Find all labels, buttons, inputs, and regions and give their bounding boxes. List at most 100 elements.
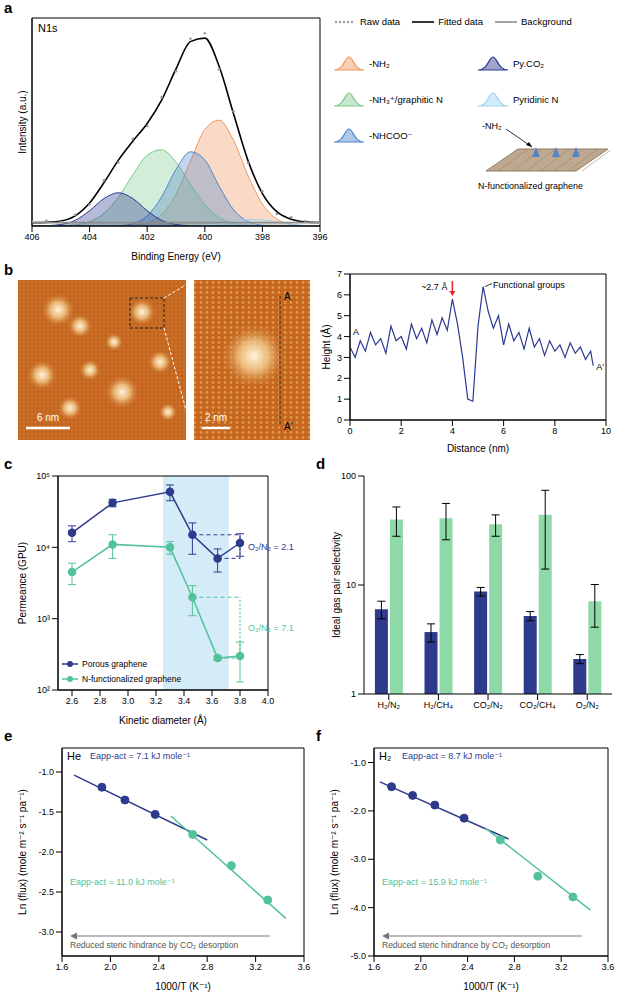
html-text:N-functionalized graphene: N-functionalized graphene (82, 673, 182, 684)
svg-text:3.8: 3.8 (234, 696, 247, 706)
html-text:Porous graphene: Porous graphene (82, 658, 148, 669)
svg-text:-4.0: -4.0 (350, 903, 366, 913)
svg-text:4.0: 4.0 (262, 696, 275, 706)
svg-text:2: 2 (337, 373, 342, 383)
svg-text:-3.0: -3.0 (350, 854, 366, 864)
svg-text:3.6: 3.6 (298, 962, 311, 972)
svg-text:H₂/CH₄: H₂/CH₄ (424, 700, 453, 710)
svg-text:2.0: 2.0 (104, 962, 117, 972)
html-text:N1s: N1s (38, 22, 58, 34)
svg-text:Intensity (a.u.): Intensity (a.u.) (17, 90, 28, 153)
svg-text:4: 4 (450, 426, 455, 436)
svg-text:-1.5: -1.5 (38, 807, 54, 817)
html-text:H₂: H₂ (379, 750, 392, 762)
svg-text:2.0: 2.0 (415, 962, 428, 972)
svg-text:400: 400 (197, 232, 212, 242)
svg-text:Functional groups: Functional groups (493, 280, 565, 290)
svg-text:3.4: 3.4 (178, 696, 191, 706)
svg-text:3.6: 3.6 (602, 962, 615, 972)
svg-text:404: 404 (82, 232, 97, 242)
html-text:He: He (67, 750, 82, 762)
svg-text:1000/T (K⁻¹): 1000/T (K⁻¹) (463, 981, 519, 992)
svg-text:2.4: 2.4 (461, 962, 474, 972)
svg-text:10⁵: 10⁵ (36, 471, 50, 481)
svg-text:-NH₂: -NH₂ (482, 121, 502, 131)
html-text:-NH₃⁺/graphitic N: -NH₃⁺/graphitic N (369, 93, 443, 105)
svg-text:100: 100 (341, 471, 356, 481)
svg-text:~2.7 Å: ~2.7 Å (421, 282, 447, 292)
svg-text:A': A' (284, 421, 293, 432)
svg-text:3.2: 3.2 (555, 962, 568, 972)
svg-text:7: 7 (337, 269, 342, 279)
html-text:Fitted data: Fitted data (438, 16, 483, 27)
svg-text:3.6: 3.6 (206, 696, 219, 706)
svg-text:6: 6 (501, 426, 506, 436)
svg-text:0: 0 (347, 426, 352, 436)
svg-text:3: 3 (337, 353, 342, 363)
svg-text:1.6: 1.6 (368, 962, 381, 972)
svg-text:0: 0 (337, 415, 342, 425)
html-text:Eapp-act = 11.0 kJ mole⁻¹: Eapp-act = 11.0 kJ mole⁻¹ (70, 877, 175, 887)
svg-text:O₂/N₂ = 2.1: O₂/N₂ = 2.1 (248, 542, 294, 552)
svg-text:2.8: 2.8 (508, 962, 521, 972)
svg-text:3.0: 3.0 (122, 696, 135, 706)
svg-text:10²: 10² (37, 685, 50, 695)
html-text:Background: Background (521, 16, 572, 27)
svg-text:-1.0: -1.0 (350, 758, 366, 768)
svg-text:396: 396 (312, 232, 327, 242)
svg-text:H₂/N₂: H₂/N₂ (378, 700, 401, 710)
html-text:Pyridinic N: Pyridinic N (513, 93, 559, 105)
svg-text:3.2: 3.2 (249, 962, 262, 972)
svg-text:1: 1 (351, 689, 356, 699)
svg-text:2 nm: 2 nm (205, 412, 227, 423)
svg-text:Binding Energy (eV): Binding Energy (eV) (131, 251, 221, 262)
svg-text:4: 4 (337, 332, 342, 342)
svg-text:398: 398 (255, 232, 270, 242)
svg-text:Ln (flux) (mole m⁻² s⁻¹ pa⁻¹): Ln (flux) (mole m⁻² s⁻¹ pa⁻¹) (329, 789, 340, 915)
svg-text:1: 1 (337, 394, 342, 404)
html-text:Py.CO₂: Py.CO₂ (513, 57, 544, 69)
svg-text:CO₂/CH₄: CO₂/CH₄ (520, 700, 556, 710)
svg-text:2.8: 2.8 (94, 696, 107, 706)
svg-text:2.4: 2.4 (153, 962, 166, 972)
svg-text:2.6: 2.6 (66, 696, 79, 706)
svg-text:1000/T (K⁻¹): 1000/T (K⁻¹) (155, 981, 211, 992)
html-text:Raw data: Raw data (360, 16, 401, 27)
svg-text:5: 5 (337, 311, 342, 321)
svg-text:A: A (353, 327, 359, 337)
svg-text:CO₂/N₂: CO₂/N₂ (473, 700, 503, 710)
svg-text:O₂/N₂: O₂/N₂ (576, 700, 599, 710)
svg-text:-3.0: -3.0 (38, 927, 54, 937)
svg-text:A': A' (596, 362, 604, 372)
svg-text:Ideal gas pair selectivity: Ideal gas pair selectivity (331, 532, 342, 638)
html-text:-NH₂: -NH₂ (369, 57, 390, 69)
svg-text:10³: 10³ (37, 614, 50, 624)
svg-text:10: 10 (346, 580, 356, 590)
svg-text:Kinetic diameter (Å): Kinetic diameter (Å) (119, 714, 207, 726)
svg-text:A: A (284, 291, 291, 302)
svg-text:6 nm: 6 nm (37, 412, 59, 423)
svg-text:6: 6 (337, 290, 342, 300)
svg-text:O₂/N₂ = 7.1: O₂/N₂ = 7.1 (248, 623, 294, 633)
svg-text:Ln (flux) (mole m⁻² s⁻¹ pa⁻¹): Ln (flux) (mole m⁻² s⁻¹ pa⁻¹) (17, 789, 28, 915)
html-text:-NHCOO⁻: -NHCOO⁻ (369, 129, 413, 141)
svg-text:-5.0: -5.0 (350, 951, 366, 961)
svg-text:2.8: 2.8 (201, 962, 214, 972)
svg-text:10⁴: 10⁴ (36, 543, 50, 553)
svg-text:-2.0: -2.0 (350, 806, 366, 816)
svg-text:3.2: 3.2 (150, 696, 163, 706)
svg-text:Permeance (GPU): Permeance (GPU) (17, 542, 28, 624)
html-text:N-functionalized graphene: N-functionalized graphene (478, 181, 584, 191)
svg-text:8: 8 (552, 426, 557, 436)
svg-text:-2.5: -2.5 (38, 887, 54, 897)
svg-text:2: 2 (399, 426, 404, 436)
svg-text:-1.0: -1.0 (38, 767, 54, 777)
html-text:Eapp-act = 7.1 kJ mole⁻¹: Eapp-act = 7.1 kJ mole⁻¹ (90, 751, 190, 761)
svg-text:402: 402 (140, 232, 155, 242)
svg-text:Distance (nm): Distance (nm) (447, 443, 509, 454)
svg-text:-2.0: -2.0 (38, 847, 54, 857)
svg-text:1.6: 1.6 (56, 962, 69, 972)
svg-text:10: 10 (601, 426, 611, 436)
svg-text:406: 406 (24, 232, 39, 242)
svg-text:Height (Å): Height (Å) (320, 324, 332, 369)
